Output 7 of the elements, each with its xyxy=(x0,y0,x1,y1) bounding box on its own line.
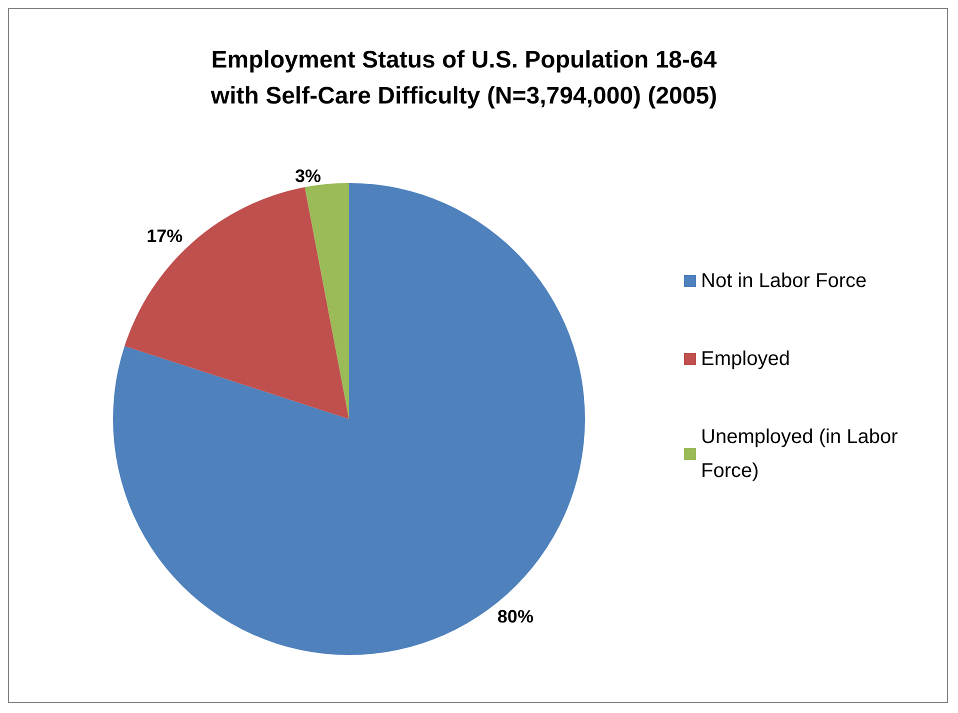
data-label: 3% xyxy=(295,166,322,186)
legend-label: Not in Labor Force xyxy=(701,270,867,292)
legend-label: Unemployed (in Labor Force) xyxy=(701,426,904,482)
data-label: 80% xyxy=(497,606,534,626)
data-label: 17% xyxy=(146,226,183,246)
chart-title: Employment Status of U.S. Population 18-64 with Self-Care Difficulty (N=3,794,000) (2005) xyxy=(210,46,718,110)
legend-label: Employed xyxy=(701,348,790,370)
